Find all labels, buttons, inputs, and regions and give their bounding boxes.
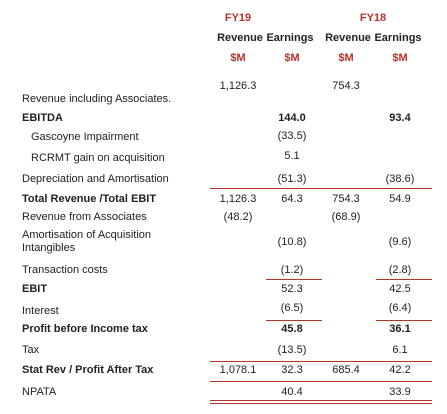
cell: 754.3 bbox=[332, 193, 360, 205]
cell: (9.6) bbox=[388, 236, 412, 248]
cell: (1.2) bbox=[280, 264, 304, 276]
row-label: Interest bbox=[22, 305, 59, 317]
rule bbox=[376, 279, 432, 280]
rule bbox=[210, 188, 432, 189]
cell: 1,126.3 bbox=[219, 193, 257, 205]
cell: 54.9 bbox=[389, 193, 411, 205]
unit-header: $M bbox=[230, 52, 246, 64]
cell: 42.5 bbox=[389, 283, 411, 295]
rule bbox=[210, 403, 432, 404]
row-label: Transaction costs bbox=[22, 264, 108, 276]
cell: 685.4 bbox=[332, 364, 360, 376]
cell: 754.3 bbox=[332, 80, 360, 92]
row-label: Gascoyne Impairment bbox=[31, 131, 139, 143]
cell: 5.1 bbox=[284, 150, 300, 162]
cell: 1,078.1 bbox=[219, 364, 257, 376]
cell: (48.2) bbox=[223, 211, 253, 223]
rule bbox=[266, 279, 322, 280]
cell: 1,126.3 bbox=[219, 80, 257, 92]
row-label: Profit before Income tax bbox=[22, 323, 148, 335]
row-label: Total Revenue /Total EBIT bbox=[22, 193, 157, 205]
row-label: EBITDA bbox=[22, 112, 63, 124]
column-header: Earnings bbox=[266, 32, 314, 44]
cell: 64.3 bbox=[281, 193, 303, 205]
rule bbox=[210, 381, 432, 382]
column-header: Earnings bbox=[374, 32, 422, 44]
row-label: Depreciation and Amortisation bbox=[22, 173, 169, 185]
row-label: Tax bbox=[22, 344, 40, 356]
rule bbox=[210, 400, 432, 401]
cell: 6.1 bbox=[392, 344, 408, 356]
cell: 93.4 bbox=[389, 112, 411, 124]
rule bbox=[266, 320, 322, 321]
cell: (38.6) bbox=[385, 173, 415, 185]
cell: 32.3 bbox=[281, 364, 303, 376]
unit-header: $M bbox=[284, 52, 300, 64]
row-label: Revenue including Associates. bbox=[22, 93, 172, 105]
cell: (68.9) bbox=[331, 211, 361, 223]
row-label: Revenue from Associates bbox=[22, 211, 147, 223]
group-header: FY18 bbox=[359, 12, 387, 24]
unit-header: $M bbox=[338, 52, 354, 64]
column-header: Revenue bbox=[217, 32, 263, 44]
column-header: Revenue bbox=[325, 32, 371, 44]
row-label: Amortisation of Acquisition Intangibles bbox=[22, 229, 152, 254]
cell: (13.5) bbox=[277, 344, 307, 356]
rule bbox=[210, 361, 432, 362]
cell: 36.1 bbox=[389, 323, 411, 335]
cell: 40.4 bbox=[281, 386, 303, 398]
cell: (51.3) bbox=[277, 173, 307, 185]
cell: 33.9 bbox=[389, 386, 411, 398]
unit-header: $M bbox=[392, 52, 408, 64]
cell: (2.8) bbox=[388, 264, 412, 276]
cell: 42.2 bbox=[389, 364, 411, 376]
row-label: NPATA bbox=[22, 386, 57, 398]
row-label: EBIT bbox=[22, 283, 48, 295]
group-header: FY19 bbox=[224, 12, 252, 24]
cell: (10.8) bbox=[277, 236, 307, 248]
cell: (6.4) bbox=[388, 302, 412, 314]
cell: 52.3 bbox=[281, 283, 303, 295]
rule bbox=[376, 320, 432, 321]
cell: (33.5) bbox=[277, 130, 307, 142]
cell: 144.0 bbox=[278, 112, 306, 124]
cell: 45.8 bbox=[281, 323, 303, 335]
row-label: Stat Rev / Profit After Tax bbox=[22, 364, 154, 376]
cell: (6.5) bbox=[280, 302, 304, 314]
row-label: RCRMT gain on acquisition bbox=[31, 152, 165, 164]
